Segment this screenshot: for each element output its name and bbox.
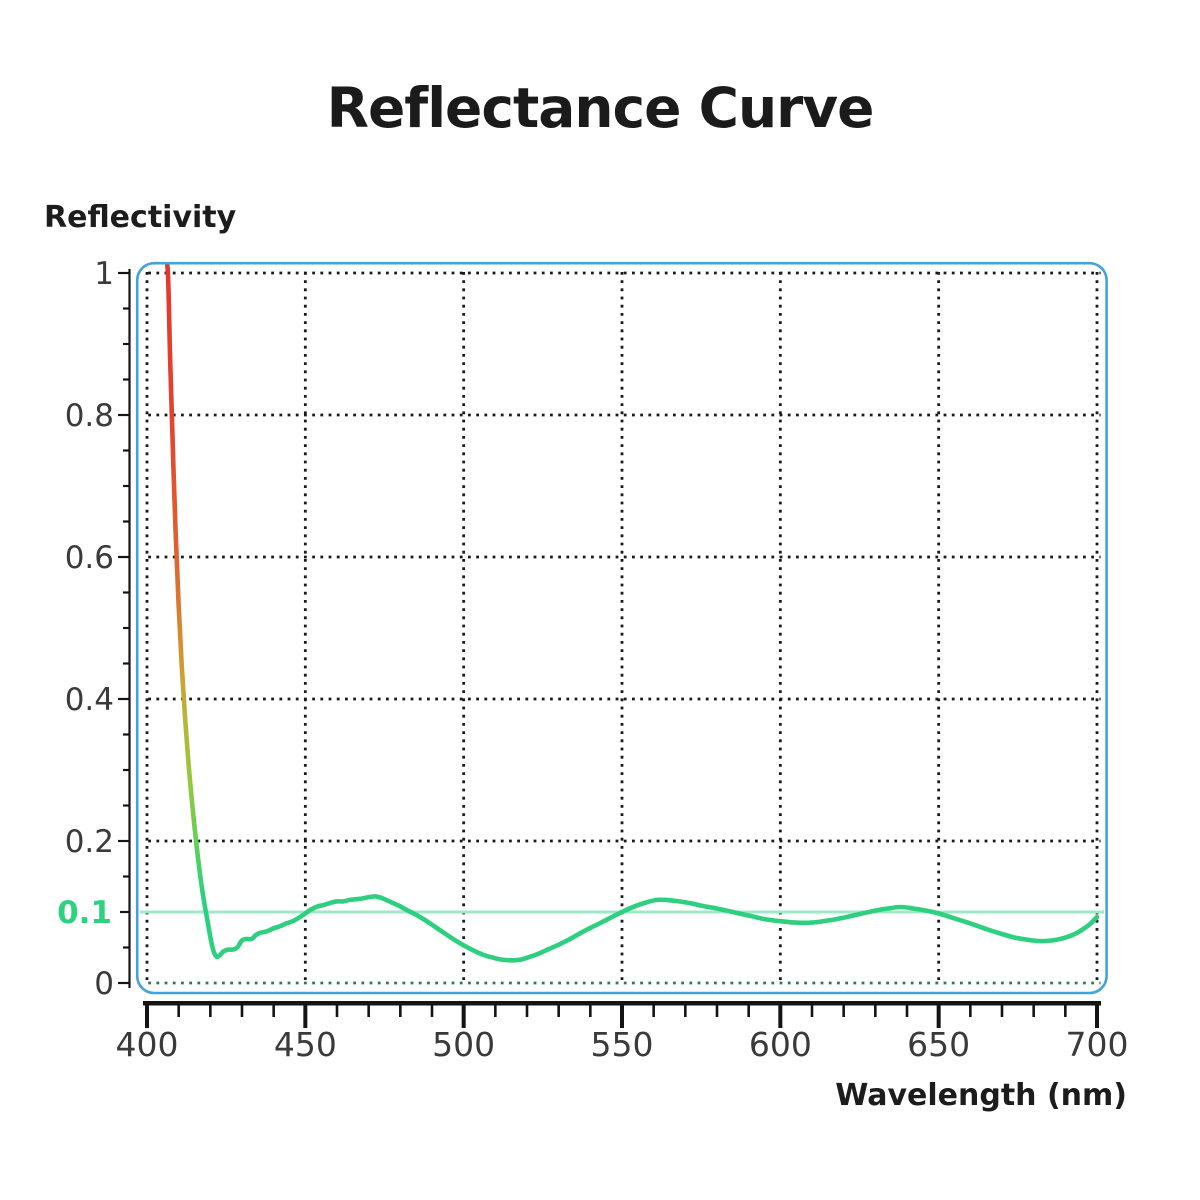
x-minor-tick (335, 1001, 339, 1017)
x-minor-tick (1000, 1001, 1004, 1017)
x-minor-tick (747, 1001, 750, 1017)
x-minor-tick (525, 1001, 529, 1017)
chart-title: Reflectance Curve (326, 76, 875, 140)
x-major-tick (1095, 1001, 1099, 1028)
x-major-tick (461, 1001, 466, 1028)
x-minor-tick (652, 1001, 655, 1017)
y-tick-label: 0.6 (65, 540, 114, 576)
x-minor-tick (969, 1001, 972, 1017)
x-minor-tick (494, 1001, 497, 1017)
y-tick-label: 0.8 (65, 398, 114, 434)
x-minor-tick (272, 1001, 275, 1017)
x-tick-label: 450 (274, 1025, 337, 1064)
y-tick-label: 0.2 (65, 824, 114, 860)
x-tick-label: 550 (591, 1025, 654, 1064)
x-tick-label: 700 (1066, 1025, 1129, 1064)
x-major-tick (778, 1001, 783, 1028)
x-minor-tick (589, 1001, 592, 1017)
x-axis-title: Wavelength (nm) (835, 1078, 1127, 1113)
y-tick-label: 1 (94, 256, 114, 292)
x-tick-label: 400 (116, 1025, 179, 1064)
x-major-tick (620, 1001, 624, 1028)
reflectance-curve (162, 264, 1100, 963)
x-minor-tick (842, 1001, 845, 1017)
x-minor-tick (810, 1001, 814, 1017)
y-tick-label: 0.4 (65, 682, 114, 718)
x-minor-tick (715, 1001, 719, 1017)
x-minor-tick (1064, 1001, 1067, 1017)
x-minor-tick (177, 1001, 180, 1017)
x-tick-label: 500 (432, 1025, 495, 1064)
x-tick-label: 650 (907, 1025, 970, 1064)
x-minor-tick (905, 1001, 909, 1017)
y-tick-label-highlight: 0.1 (57, 895, 112, 931)
y-axis-title: Reflectivity (44, 200, 237, 235)
x-minor-tick (684, 1001, 687, 1017)
x-minor-tick (399, 1001, 402, 1017)
x-minor-tick (430, 1001, 434, 1017)
x-minor-tick (240, 1001, 244, 1017)
y-tick-label: 0 (94, 966, 114, 1002)
x-minor-tick (874, 1001, 877, 1017)
x-tick-label: 600 (749, 1025, 812, 1064)
plot-border (135, 261, 1108, 995)
x-minor-tick (367, 1001, 370, 1017)
x-major-tick (303, 1001, 308, 1028)
x-major-tick (145, 1001, 149, 1028)
x-minor-tick (557, 1001, 560, 1017)
x-minor-tick (1032, 1001, 1035, 1017)
x-minor-tick (209, 1001, 212, 1017)
x-major-tick (936, 1001, 941, 1028)
